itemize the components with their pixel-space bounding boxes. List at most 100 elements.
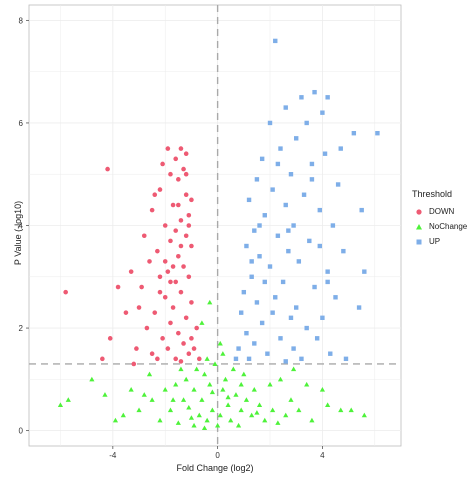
point-nochange [128, 386, 134, 392]
point-down [176, 330, 181, 336]
point-nochange [196, 412, 202, 418]
point-up [275, 233, 281, 238]
point-nochange [217, 412, 223, 418]
point-nochange [233, 392, 239, 397]
point-nochange [243, 397, 250, 402]
point-down [189, 243, 194, 249]
point-nochange [194, 366, 200, 372]
point-down [152, 192, 158, 198]
point-down [178, 359, 184, 364]
point-up [265, 351, 270, 356]
point-up [273, 295, 278, 300]
point-nochange [204, 356, 210, 361]
point-down [173, 356, 179, 362]
point-up [325, 269, 330, 274]
point-down [123, 310, 129, 315]
point-up [283, 105, 288, 110]
point-up [351, 130, 357, 136]
point-up [312, 89, 317, 95]
point-down [178, 218, 184, 223]
point-up [249, 259, 254, 264]
point-nochange [191, 422, 197, 428]
point-up [238, 310, 244, 315]
point-up [356, 305, 362, 310]
point-nochange [180, 397, 187, 402]
point-nochange [338, 407, 344, 413]
point-down [160, 336, 165, 341]
point-nochange [178, 366, 184, 372]
point-nochange [275, 420, 281, 425]
point-up [259, 156, 265, 162]
point-down [131, 361, 137, 367]
point-nochange [290, 366, 297, 372]
point-down [152, 310, 158, 315]
point-down [178, 243, 184, 249]
point-nochange [267, 381, 273, 387]
point-down [189, 197, 194, 203]
point-up [254, 177, 260, 182]
point-up [362, 269, 367, 274]
point-down [100, 356, 105, 362]
point-nochange [201, 425, 208, 431]
legend-label-down: DOWN [429, 207, 455, 216]
point-down [189, 300, 194, 305]
point-nochange [235, 422, 242, 428]
point-up [317, 243, 322, 249]
y-tick-label: 6 [19, 119, 24, 128]
point-down [170, 264, 176, 269]
point-up [262, 213, 267, 218]
point-nochange [288, 397, 294, 402]
point-down [186, 223, 192, 228]
point-down [170, 202, 176, 208]
point-up [259, 320, 265, 326]
point-up [286, 248, 291, 254]
point-up [294, 305, 299, 310]
point-nochange [225, 402, 231, 407]
point-up [252, 228, 257, 233]
point-down [173, 228, 179, 233]
point-nochange [136, 407, 142, 413]
legend-title: Threshold [412, 189, 453, 199]
point-down [168, 320, 173, 326]
point-nochange [348, 407, 354, 413]
point-down [162, 259, 168, 264]
point-nochange [254, 410, 260, 415]
point-nochange [199, 397, 205, 402]
point-nochange [283, 412, 289, 418]
point-up [314, 336, 320, 341]
point-up [252, 341, 257, 346]
point-up [241, 289, 247, 295]
point-down [186, 274, 192, 280]
point-nochange [157, 417, 163, 423]
point-up [278, 146, 283, 151]
point-nochange [191, 386, 197, 392]
point-up [286, 228, 291, 233]
point-down [186, 351, 192, 356]
point-nochange [201, 371, 208, 377]
point-up [338, 146, 343, 151]
point-up [270, 310, 275, 315]
point-nochange [222, 376, 229, 382]
point-up [307, 238, 312, 244]
point-down [165, 269, 171, 274]
point-nochange [167, 407, 174, 413]
point-up [273, 38, 278, 44]
point-down [176, 202, 181, 208]
legend-key-nochange [412, 220, 426, 234]
point-up [325, 95, 330, 100]
legend-item-nochange: NoChange [412, 219, 467, 234]
point-down [157, 187, 163, 192]
point-up [249, 274, 254, 279]
point-up [299, 95, 304, 100]
point-up [309, 161, 315, 167]
point-nochange [230, 366, 236, 372]
point-nochange [186, 404, 192, 410]
point-down [157, 289, 163, 295]
point-nochange [256, 402, 263, 407]
point-down [128, 269, 134, 274]
point-up [375, 130, 380, 136]
point-up [291, 346, 296, 351]
legend-label-up: UP [429, 237, 441, 246]
point-down [165, 346, 171, 351]
